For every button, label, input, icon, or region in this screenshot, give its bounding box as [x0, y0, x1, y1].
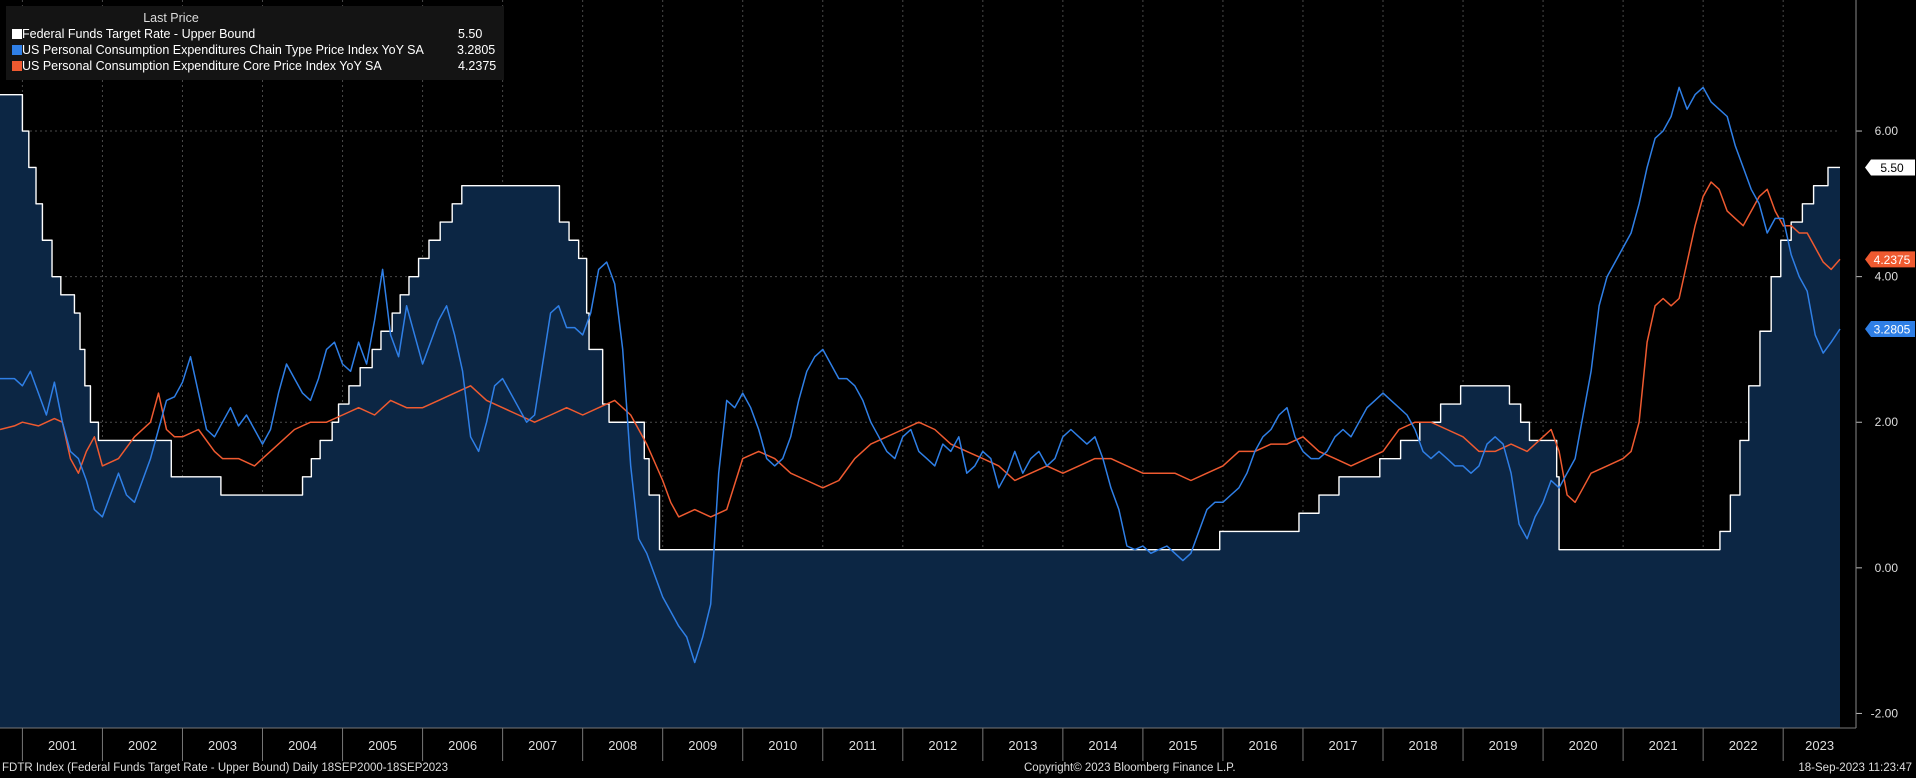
last-label-fed-funds-box — [1865, 159, 1915, 176]
series-line-fed-funds — [0, 93, 1840, 551]
y-axis: -2.00 0.00 2.00 4.00 6.00 — [1855, 0, 1899, 728]
x-tick-label: 2009 — [688, 738, 717, 753]
legend-header: Last Price — [143, 11, 199, 25]
legend-value-core-pce: 4.2375 — [458, 59, 497, 73]
x-tick-label: 2003 — [208, 738, 237, 753]
footer-right: 18-Sep-2023 11:23:47 — [1798, 762, 1912, 774]
x-tick-label: 2014 — [1088, 738, 1117, 753]
legend-item-core-pce: US Personal Consumption Expenditure Core… — [6, 58, 504, 74]
last-label-core-pce-box — [1865, 251, 1915, 268]
x-tick-label: 2016 — [1248, 738, 1277, 753]
x-tick-label: 2001 — [48, 738, 77, 753]
legend-item-fed-funds: Federal Funds Target Rate - Upper Bound … — [6, 26, 504, 42]
x-tick-label: 2008 — [608, 738, 637, 753]
x-tick-label: 2019 — [1489, 738, 1518, 753]
legend: Last Price Federal Funds Target Rate - U… — [6, 6, 504, 80]
legend-swatch-pce — [12, 45, 22, 55]
last-label-pce: 3.2805 — [1874, 323, 1911, 337]
legend-swatch-fed-funds — [12, 29, 22, 39]
footer-center: Copyright© 2023 Bloomberg Finance L.P. — [1024, 762, 1236, 774]
x-tick-label: 2004 — [288, 738, 317, 753]
x-tick-label: 2012 — [928, 738, 957, 753]
x-tick-label: 2011 — [849, 738, 877, 753]
x-tick-label: 2023 — [1805, 738, 1834, 753]
legend-item-pce: US Personal Consumption Expenditures Cha… — [6, 42, 504, 58]
legend-label-core-pce: US Personal Consumption Expenditure Core… — [22, 59, 382, 73]
y-tick-label: 0.00 — [1875, 561, 1899, 575]
y-tick-label: 6.00 — [1875, 124, 1899, 138]
last-label-pce-box — [1865, 321, 1915, 338]
legend-value-fed-funds: 5.50 — [458, 27, 483, 41]
legend-label-fed-funds: Federal Funds Target Rate - Upper Bound — [22, 27, 256, 41]
x-tick-label: 2007 — [528, 738, 557, 753]
series-line-pce — [0, 86, 1841, 664]
x-tick-label: 2005 — [368, 738, 397, 753]
series-line-core-pce — [0, 181, 1841, 518]
x-tick-label: 2020 — [1569, 738, 1598, 753]
x-tick-label: 2018 — [1409, 738, 1438, 753]
x-tick-label: 2010 — [768, 738, 797, 753]
y-tick-label: -2.00 — [1871, 706, 1899, 720]
x-tick-label: 2006 — [448, 738, 477, 753]
last-value-labels: 5.50 4.2375 3.2805 — [1865, 159, 1915, 338]
x-tick-label: 2002 — [128, 738, 157, 753]
legend-value-pce: 3.2805 — [457, 43, 496, 57]
last-label-core-pce: 4.2375 — [1874, 253, 1911, 267]
legend-label-pce: US Personal Consumption Expenditures Cha… — [22, 43, 424, 57]
y-tick-label: 2.00 — [1875, 415, 1899, 429]
x-tick-label: 2017 — [1329, 738, 1358, 753]
footer-left: FDTR Index (Federal Funds Target Rate - … — [2, 762, 448, 774]
legend-swatch-core-pce — [12, 61, 22, 71]
x-tick-label: 2015 — [1168, 738, 1197, 753]
x-tick-label: 2013 — [1008, 738, 1037, 753]
last-label-fed-funds: 5.50 — [1880, 161, 1904, 175]
y-tick-label: 4.00 — [1875, 270, 1899, 284]
series-area-fed-funds — [0, 94, 1840, 728]
x-tick-label: 2022 — [1729, 738, 1758, 753]
plot-area — [0, 86, 1841, 728]
x-axis: 2001 2002 2003 2004 2005 2006 2007 2008 2009 2010… — [0, 727, 1856, 761]
x-tick-label: 2021 — [1649, 738, 1678, 753]
